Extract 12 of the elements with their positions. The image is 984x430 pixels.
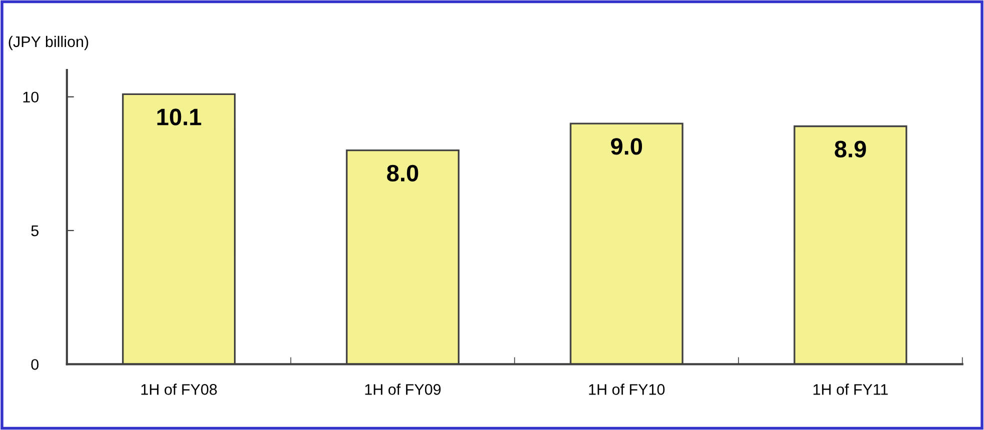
x-tick-label: 1H of FY08 <box>141 384 217 395</box>
x-tick-label: 1H of FY11 <box>814 384 888 395</box>
x-tick-label: 1H of FY09 <box>365 384 441 395</box>
data-label: 9.0 <box>610 138 642 155</box>
y-tick-label: 10 <box>23 92 39 103</box>
y-tick-label: 0 <box>31 359 39 370</box>
y-tick-label: 5 <box>31 226 38 236</box>
x-tick-label: 1H of FY10 <box>589 384 665 395</box>
data-label: 8.9 <box>834 140 866 158</box>
data-label: 10.1 <box>157 108 202 126</box>
data-label: 8.0 <box>387 164 418 182</box>
y-axis-title: (JPY billion) <box>8 36 88 50</box>
